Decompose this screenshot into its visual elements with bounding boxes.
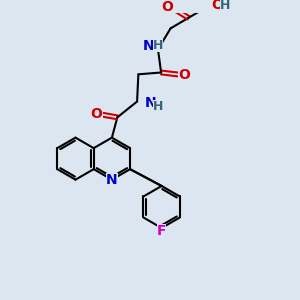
Text: O: O <box>91 107 103 121</box>
Text: H: H <box>220 0 230 12</box>
Text: O: O <box>178 68 190 82</box>
Text: O: O <box>211 0 223 12</box>
Text: H: H <box>153 100 164 113</box>
Text: N: N <box>106 173 118 187</box>
Text: N: N <box>145 96 156 110</box>
Text: N: N <box>142 39 154 52</box>
Text: F: F <box>157 224 166 238</box>
Text: O: O <box>161 0 173 14</box>
Text: H: H <box>153 39 163 52</box>
